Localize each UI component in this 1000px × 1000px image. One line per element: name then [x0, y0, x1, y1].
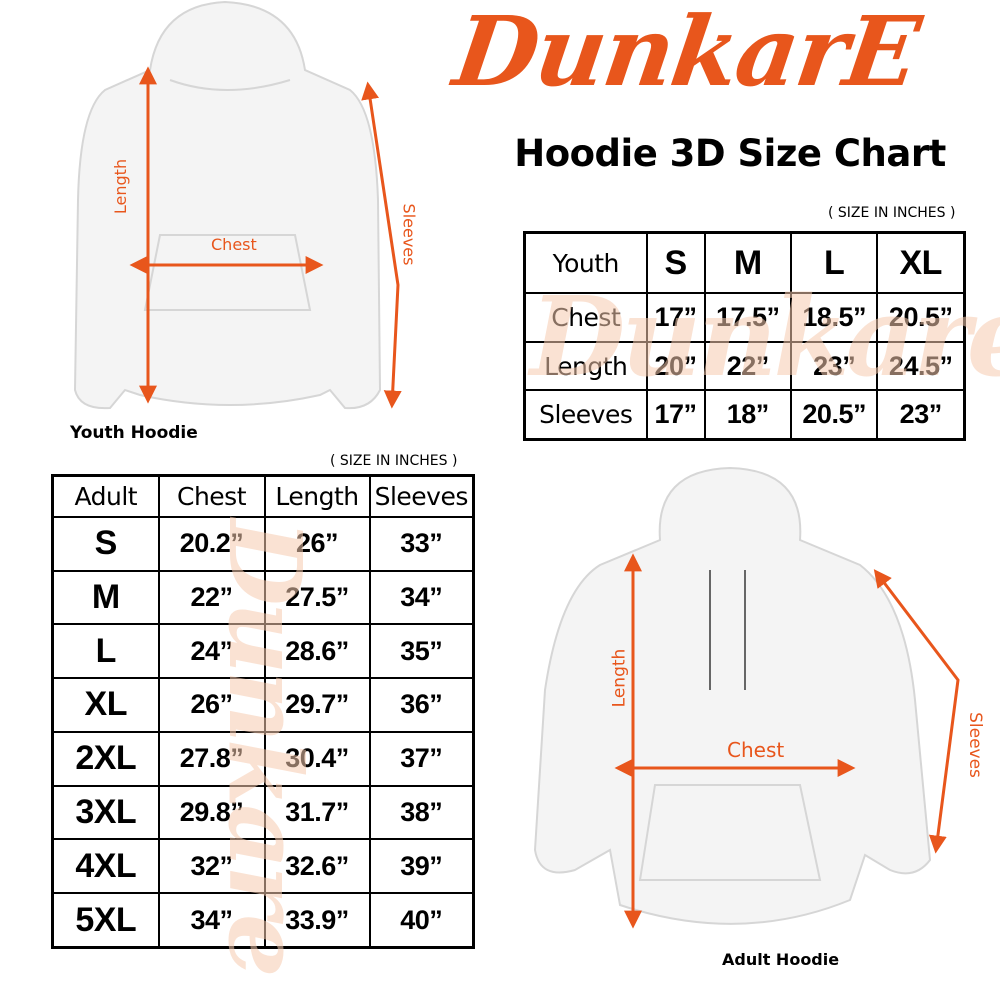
youth-sleeves-arrow — [361, 81, 402, 409]
table-cell: 20.5” — [876, 292, 966, 343]
table-cell: 28.6” — [263, 623, 371, 680]
table-cell: 26” — [157, 677, 266, 733]
row-label: S — [51, 515, 160, 572]
table-cell: 20.2” — [157, 515, 266, 572]
header-cell: L — [789, 231, 879, 295]
table-cell: 33.9” — [263, 892, 371, 949]
row-label: 2XL — [51, 730, 160, 787]
table-cell: 17.5” — [703, 292, 792, 343]
table-cell: 33” — [368, 515, 475, 572]
youth-size-table: Youth S M L XL Chest 17” 17.5” 18.5” 20.… — [523, 231, 966, 441]
table-cell: 32” — [157, 838, 266, 895]
table-cell: 18.5” — [789, 292, 879, 343]
youth-hoodie-caption: Youth Hoodie — [70, 423, 198, 443]
table-cell: 22” — [157, 569, 266, 626]
row-label: Sleeves — [523, 389, 648, 441]
row-label: Length — [523, 340, 648, 392]
table-cell: 17” — [645, 389, 706, 441]
table-cell: 27.8” — [157, 730, 266, 787]
table-row: 2XL 27.8” 30.4” 37” — [51, 730, 475, 787]
table-cell: 34” — [368, 569, 475, 626]
youth-length-label: Length — [111, 158, 131, 215]
table-cell: 26” — [263, 515, 371, 572]
page-title: Hoodie 3D Size Chart — [514, 132, 946, 175]
table-cell: 20.5” — [789, 389, 879, 441]
header-cell: Youth — [523, 231, 648, 295]
table-row: 5XL 34” 33.9” 40” — [51, 892, 475, 949]
row-label: 5XL — [51, 892, 160, 949]
table-row: Sleeves 17” 18” 20.5” 23” — [523, 389, 966, 441]
table-cell: 20” — [645, 340, 706, 392]
table-header-row: Youth S M L XL — [523, 231, 966, 295]
header-cell: Sleeves — [368, 474, 475, 518]
table-row: Chest 17” 17.5” 18.5” 20.5” — [523, 292, 966, 343]
header-cell: Chest — [157, 474, 266, 518]
table-cell: 17” — [645, 292, 706, 343]
row-label: 4XL — [51, 838, 160, 895]
table-row: 4XL 32” 32.6” 39” — [51, 838, 475, 895]
adult-sleeves-arrow — [873, 569, 960, 854]
table-cell: 37” — [368, 730, 475, 787]
adult-hoodie-caption: Adult Hoodie — [722, 950, 840, 969]
table-row: Length 20” 22” 23” 24.5” — [523, 340, 966, 392]
table-cell: 40” — [368, 892, 475, 949]
table-cell: 18” — [703, 389, 792, 441]
row-label: 3XL — [51, 784, 160, 841]
adult-length-label: Length — [609, 648, 630, 708]
row-label: M — [51, 569, 160, 626]
table-row: 3XL 29.8” 31.7” 38” — [51, 784, 475, 841]
table-row: XL 26” 29.7” 36” — [51, 677, 475, 733]
table-cell: 23” — [876, 389, 966, 441]
header-cell: S — [645, 231, 706, 295]
table-cell: 22” — [703, 340, 792, 392]
table-cell: 29.8” — [157, 784, 266, 841]
table-cell: 23” — [789, 340, 879, 392]
table-row: L 24” 28.6” 35” — [51, 623, 475, 680]
table-cell: 30.4” — [263, 730, 371, 787]
adult-hoodie-image — [533, 466, 932, 925]
adult-unit-note: ( SIZE IN INCHES ) — [330, 453, 458, 469]
brand-logo: DunkarE — [447, 0, 925, 108]
table-cell: 29.7” — [263, 677, 371, 733]
table-row: M 22” 27.5” 34” — [51, 569, 475, 626]
header-cell: XL — [876, 231, 966, 295]
youth-sleeves-label: Sleeves — [399, 203, 419, 266]
table-cell: 32.6” — [263, 838, 371, 895]
table-cell: 38” — [368, 784, 475, 841]
adult-sleeves-label: Sleeves — [964, 712, 985, 778]
header-cell: Adult — [51, 474, 160, 518]
table-cell: 24” — [157, 623, 266, 680]
table-header-row: Adult Chest Length Sleeves — [51, 474, 475, 518]
table-cell: 39” — [368, 838, 475, 895]
table-cell: 31.7” — [263, 784, 371, 841]
row-label: Chest — [523, 292, 648, 343]
table-cell: 36” — [368, 677, 475, 733]
table-cell: 35” — [368, 623, 475, 680]
table-cell: 24.5” — [876, 340, 966, 392]
adult-measure-arrows — [614, 553, 960, 929]
youth-chest-label: Chest — [211, 235, 257, 254]
table-cell: 27.5” — [263, 569, 371, 626]
row-label: XL — [51, 677, 160, 733]
header-cell: Length — [263, 474, 371, 518]
header-cell: M — [703, 231, 792, 295]
adult-size-table: Adult Chest Length Sleeves S 20.2” 26” 33” M… — [51, 474, 475, 949]
adult-chest-label: Chest — [727, 738, 785, 762]
table-row: S 20.2” 26” 33” — [51, 515, 475, 572]
youth-unit-note: ( SIZE IN INCHES ) — [828, 205, 956, 221]
youth-measure-arrows — [129, 66, 402, 409]
row-label: L — [51, 623, 160, 680]
table-cell: 34” — [157, 892, 266, 949]
